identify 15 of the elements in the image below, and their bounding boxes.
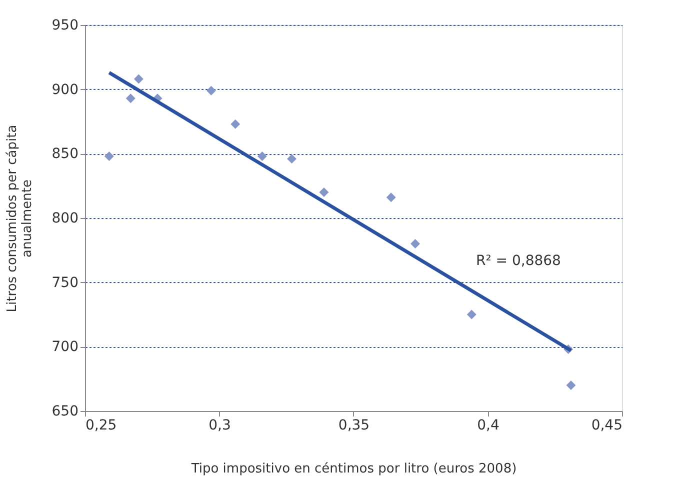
y-tick-label: 750 [52,274,78,291]
x-tick-label: 0,45 [591,418,622,434]
y-tick-label: 950 [52,18,78,34]
y-tick-label: 700 [52,339,78,356]
x-tick-label: 0,25 [86,418,117,434]
y-tick-label: 850 [52,146,78,162]
y-tick-label: 900 [52,82,78,98]
x-axis-title: Tipo impositivo en céntimos por litro (euros 2008) [190,462,517,476]
x-tick-label: 0,4 [477,418,500,434]
y-axis-title: Litros consumidos per cápita anualmente [4,124,35,312]
x-tick-label: 0,3 [208,418,231,434]
annotation: R² = 0,8868 [476,253,561,269]
y-tick-label: 650 [52,404,78,420]
x-tick-label: 0,35 [338,418,370,434]
y-tick-label: 800 [52,210,78,226]
